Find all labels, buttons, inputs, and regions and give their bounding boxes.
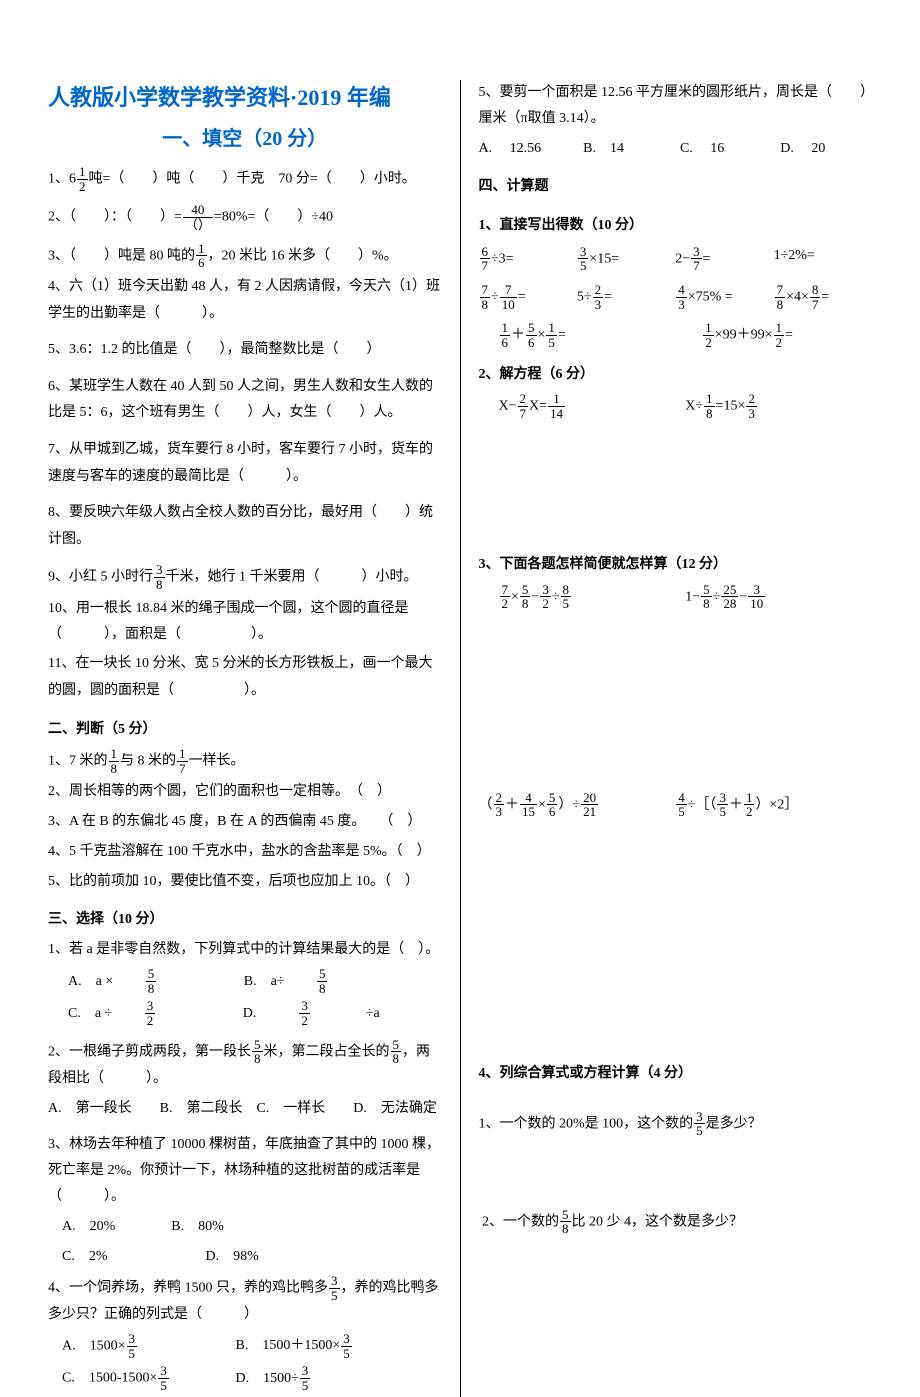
choice-q4: 4、一个饲养场，养鸭 1500 只，养的鸡比鸭多35，养的鸡比鸭多多少只？正确的… [48, 1274, 442, 1328]
calc-row2: 78÷710= 5÷23= 43×75% = 78×4×87= [479, 283, 873, 311]
page-header: 人教版小学数学教学资料·2019 年编 [48, 80, 442, 115]
fill-q1: 1、612吨=（ ）吨（ ）千克 70 分=（ ）小时。 [48, 165, 442, 193]
choice-q2-opts: A. 第一段长 B. 第二段长 C. 一样长 D. 无法确定 [48, 1096, 442, 1123]
judge-title: 二、判断（5 分） [48, 719, 442, 741]
right-column: 5、要剪一个面积是 12.56 平方厘米的圆形纸片，周长是（ ）厘米（π取值 3… [461, 80, 881, 1397]
choice-q3-opts1: A. 20% B. 80% [48, 1214, 442, 1240]
fill-q8: 8、要反映六年级人数占全校人数的百分比，最好用（ ）统计图。 [48, 500, 442, 553]
fill-q9: 9、小红 5 小时行38千米，她行 1 千米要用（ ）小时。 [48, 563, 442, 591]
choice-q3-opts2: C. 2% D. 98% [48, 1244, 442, 1270]
judge-q5: 5、比的前项加 10，要使比值不变，后项也应加上 10。（ ） [48, 869, 442, 895]
calc-sub2: 2、解方程（6 分） [479, 364, 873, 386]
choice-q5: 5、要剪一个面积是 12.56 平方厘米的圆形纸片，周长是（ ）厘米（π取值 3… [479, 80, 873, 132]
left-column: 人教版小学数学教学资料·2019 年编 一、填空（20 分） 1、612吨=（ … [40, 80, 461, 1397]
choice-q1: 1、若 a 是非零自然数，下列算式中的计算结果最大的是（ ）。 [48, 937, 442, 963]
fill-q5: 5、3.6：1.2 的比值是（ ），最简整数比是（ ） [48, 337, 442, 364]
fill-q6: 6、某班学生人数在 40 人到 50 人之间，男生人数和女生人数的比是 5：6，… [48, 374, 442, 427]
choice-q1-opts-ab: A. a × 58 B. a÷ 58 [68, 967, 442, 995]
choice-q5-opts: A. 12.56 B. 14 C. 16 D. 20 [479, 136, 873, 163]
choice-title: 三、选择（10 分） [48, 909, 442, 931]
calc-row1: 67÷3= 35×15= 2−37= 1÷2%= [479, 245, 873, 273]
calc-sub1: 1、直接写出得数（10 分） [479, 213, 873, 239]
choice-q1-opts-cd: C. a ÷ 32 D. 32÷a [68, 999, 442, 1027]
fill-q10: 10、用一根长 18.84 米的绳子围成一个圆，这个圆的直径是（ ），面积是（ … [48, 596, 442, 648]
calc-title: 四、计算题 [479, 176, 873, 198]
choice-q4-opts-ab: A. 1500×35 B. 1500＋1500×35 [48, 1332, 442, 1360]
judge-q4: 4、5 千克盐溶解在 100 千克水中，盐水的含盐率是 5%。（ ） [48, 839, 442, 865]
calc-sub3: 3、下面各题怎样简便就怎样算（12 分） [479, 554, 873, 576]
section-a-title: 一、填空（20 分） [48, 123, 442, 155]
choice-q3: 3、林场去年种植了 10000 棵树苗，年底抽查了其中的 1000 棵，死亡率是… [48, 1132, 442, 1210]
fill-q4: 4、六（1）班今天出勤 48 人，有 2 人因病请假，今天六（1）班学生的出勤率… [48, 274, 442, 327]
calc-sub4: 4、列综合算式或方程计算（4 分） [479, 1063, 873, 1085]
calc-s4-q1: 1、一个数的 20%是 100，这个数的35是多少？ [479, 1110, 873, 1138]
judge-q3: 3、A 在 B 的东偏北 45 度，B 在 A 的西偏南 45 度。 （ ） [48, 809, 442, 835]
calc-s3-row1: 72×58−32÷85 1−58÷2528−310 [479, 583, 873, 611]
choice-q2: 2、一根绳子剪成两段，第一段长58米，第二段占全长的58，两段相比（ ）。 [48, 1038, 442, 1092]
fill-q11: 11、在一块长 10 分米、宽 5 分米的长方形铁板上，画一个最大的圆，圆的面积… [48, 651, 442, 704]
calc-s3-row2: （23＋415×56）÷2021 45÷［（35＋12）×2］ [479, 791, 873, 819]
choice-q4-opts-cd: C. 1500-1500×35 D. 1500÷35 [48, 1364, 442, 1392]
calc-row3: 16＋56×15= 12×99＋99×12= [479, 321, 873, 349]
fill-q2: 2、（ ）：（ ）=40（）=80%=（ ）÷40 [48, 203, 442, 231]
calc-s4-q2: 2、一个数的58比 20 少 4，这个数是多少？ [479, 1208, 873, 1236]
calc-eq-row: X−27X=114 X÷18=15×23 [479, 392, 873, 420]
judge-q1: 1、7 米的18与 8 米的17一样长。 [48, 747, 442, 775]
fill-q7: 7、从甲城到乙城，货车要行 8 小时，客车要行 7 小时，货车的速度与客车的速度… [48, 437, 442, 490]
fill-q3: 3、（ ）吨是 80 吨的16，20 米比 16 米多（ ）%。 [48, 242, 442, 270]
judge-q2: 2、周长相等的两个圆，它们的面积也一定相等。 （ ） [48, 779, 442, 805]
